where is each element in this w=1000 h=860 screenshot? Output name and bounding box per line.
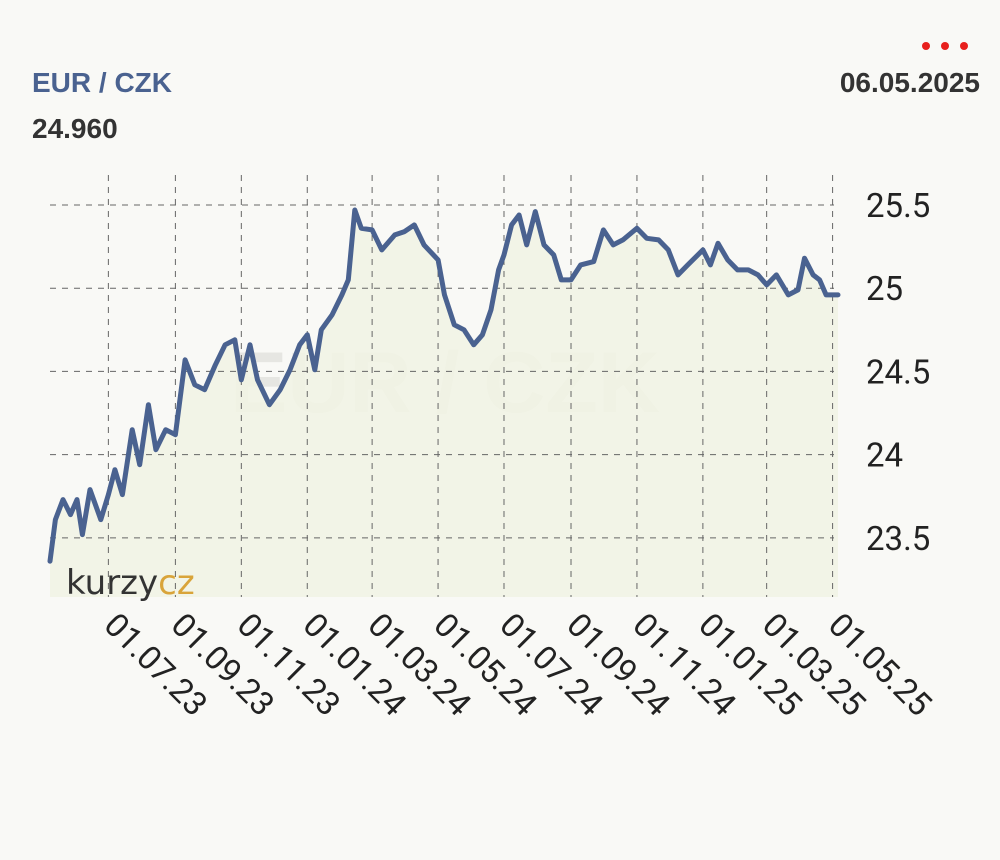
logo-right: cz bbox=[158, 563, 195, 603]
area bbox=[50, 210, 838, 597]
menu-dot[interactable] bbox=[960, 42, 968, 50]
y-tick-label: 23.5 bbox=[866, 520, 930, 559]
menu-dot[interactable] bbox=[922, 42, 930, 50]
y-tick-label: 24.5 bbox=[866, 353, 930, 392]
y-tick-label: 25.5 bbox=[866, 187, 930, 226]
y-tick-label: 24 bbox=[866, 437, 903, 476]
y-tick-label: 25 bbox=[866, 270, 903, 309]
price: 24.960 bbox=[32, 113, 118, 144]
pair-title: EUR / CZK bbox=[32, 67, 172, 98]
line bbox=[47, 207, 841, 564]
logo: kurzycz bbox=[66, 563, 195, 603]
logo-left: kurzy bbox=[66, 563, 158, 603]
menu-dot[interactable] bbox=[941, 42, 949, 50]
date: 06.05.2025 bbox=[840, 67, 980, 98]
menu-button[interactable] bbox=[922, 42, 968, 50]
